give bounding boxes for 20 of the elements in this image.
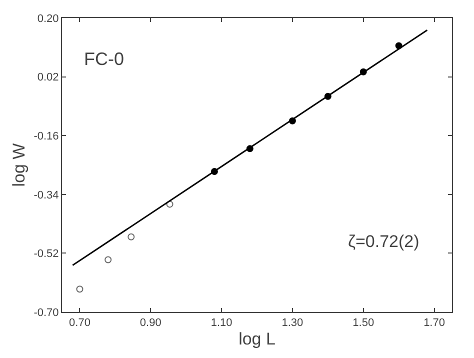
point [76, 286, 84, 293]
point [166, 200, 174, 208]
x-tick-label: 0.90 [140, 317, 162, 330]
y-tick-label: 0.20 [37, 12, 59, 25]
point [104, 256, 112, 264]
x-tick-label: 1.10 [210, 317, 232, 330]
annotation: FC-0 [84, 49, 124, 69]
y-tick-label: -0.16 [34, 130, 59, 142]
x-tick-label: 0.70 [69, 317, 90, 330]
y-tick-label: 0.02 [37, 72, 59, 84]
x-tick-label: 1.30 [282, 317, 304, 330]
annotation: ζ=0.72(2) [348, 232, 420, 251]
y-tick-label: -0.70 [34, 306, 59, 319]
x-axis-title: log L [238, 330, 276, 349]
y-axis-title: log W [9, 143, 28, 187]
point [128, 233, 135, 240]
y-tick-label: -0.52 [34, 248, 59, 260]
y-tick-label: -0.34 [34, 189, 59, 202]
x-tick-label: 1.50 [352, 317, 374, 330]
x-tick-label: 1.70 [424, 317, 445, 330]
